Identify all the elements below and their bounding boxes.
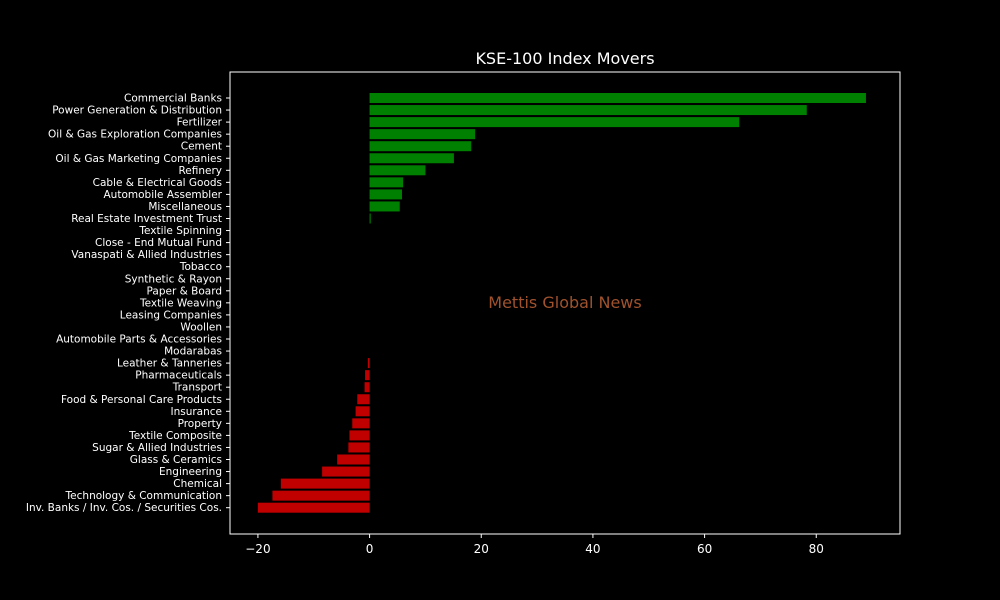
- category-label: Chemical: [173, 478, 222, 490]
- bar: [257, 502, 370, 513]
- x-tick-label: 40: [585, 542, 600, 556]
- category-label: Technology & Communication: [65, 490, 222, 502]
- x-axis: −20 0 20 40 60 80: [245, 534, 824, 556]
- category-label: Pharmaceuticals: [135, 370, 222, 382]
- bar: [369, 189, 402, 200]
- category-label: Real Estate Investment Trust: [71, 213, 222, 225]
- category-label: Automobile Assembler: [104, 189, 223, 201]
- category-label: Inv. Banks / Inv. Cos. / Securities Cos.: [26, 502, 222, 514]
- category-label: Power Generation & Distribution: [52, 105, 222, 117]
- bar: [369, 177, 404, 188]
- bar: [357, 394, 370, 405]
- bar: [349, 430, 370, 441]
- category-label: Close - End Mutual Fund: [95, 237, 222, 249]
- bar: [365, 370, 370, 381]
- bar: [369, 165, 426, 176]
- category-label: Leather & Tanneries: [117, 358, 222, 370]
- category-label: Textile Weaving: [139, 297, 222, 309]
- category-label: Glass & Ceramics: [130, 454, 222, 466]
- bar: [369, 201, 400, 212]
- category-label: Cement: [181, 141, 222, 153]
- category-label: Property: [178, 418, 222, 430]
- watermark-text: Mettis Global News: [488, 293, 641, 312]
- category-label: Vanaspati & Allied Industries: [71, 249, 222, 261]
- bar: [369, 129, 476, 140]
- category-label: Insurance: [170, 406, 222, 418]
- bar: [369, 213, 371, 224]
- category-label: Miscellaneous: [148, 201, 222, 213]
- category-label: Commercial Banks: [124, 93, 222, 105]
- category-label: Woollen: [180, 321, 222, 333]
- bar: [337, 454, 370, 465]
- bar: [348, 442, 370, 453]
- category-label: Leasing Companies: [120, 309, 222, 321]
- bar: [369, 141, 472, 152]
- category-label: Sugar & Allied Industries: [92, 442, 222, 454]
- bar: [322, 466, 370, 477]
- x-tick-label: 0: [366, 542, 374, 556]
- category-label: Cable & Electrical Goods: [93, 177, 222, 189]
- x-tick-label: −20: [245, 542, 270, 556]
- bar: [369, 93, 866, 103]
- x-tick-label: 20: [474, 542, 489, 556]
- category-label: Engineering: [159, 466, 222, 478]
- x-tick-label: 60: [697, 542, 712, 556]
- bars-group: [257, 93, 866, 513]
- x-tick-label: 80: [809, 542, 824, 556]
- chart-title: KSE-100 Index Movers: [475, 49, 654, 68]
- category-label: Fertilizer: [177, 117, 223, 129]
- category-label: Modarabas: [164, 346, 222, 358]
- bar: [367, 358, 370, 369]
- bar: [355, 406, 370, 417]
- bar: [280, 478, 370, 489]
- bar: [272, 490, 370, 501]
- category-label: Tobacco: [179, 261, 222, 273]
- category-label: Paper & Board: [147, 285, 222, 297]
- plot-frame: [229, 71, 901, 535]
- category-label: Refinery: [178, 165, 222, 177]
- bar: [369, 153, 454, 164]
- bar: [352, 418, 370, 429]
- category-label: Textile Spinning: [138, 225, 222, 237]
- category-label: Oil & Gas Exploration Companies: [48, 129, 222, 141]
- category-label: Oil & Gas Marketing Companies: [55, 153, 222, 165]
- category-label: Automobile Parts & Accessories: [56, 334, 222, 346]
- category-label: Synthetic & Rayon: [125, 273, 222, 285]
- category-label: Textile Composite: [128, 430, 222, 442]
- bar: [364, 382, 370, 393]
- bar: [369, 105, 807, 116]
- category-label: Food & Personal Care Products: [61, 394, 222, 406]
- bar: [369, 117, 740, 128]
- category-label: Transport: [172, 382, 222, 394]
